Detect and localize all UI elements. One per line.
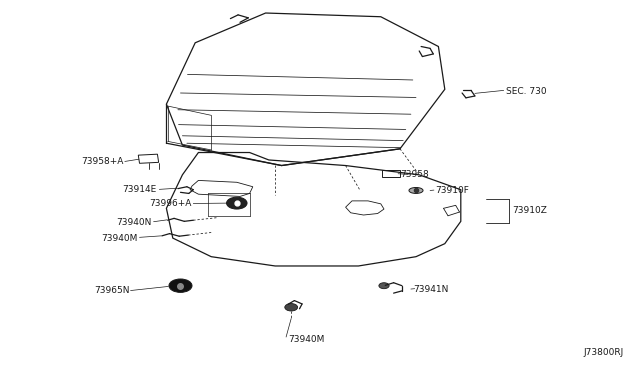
- Text: 73914E: 73914E: [122, 185, 157, 194]
- Text: 73940N: 73940N: [116, 218, 152, 227]
- Circle shape: [379, 283, 389, 289]
- Text: 73958: 73958: [400, 170, 429, 179]
- Text: 73940M: 73940M: [101, 234, 138, 243]
- Ellipse shape: [409, 187, 423, 193]
- Text: 73996+A: 73996+A: [150, 199, 192, 208]
- Text: 73958+A: 73958+A: [81, 157, 124, 166]
- Text: 73965N: 73965N: [94, 286, 129, 295]
- Text: 73941N: 73941N: [413, 285, 448, 294]
- Text: 73910Z: 73910Z: [512, 206, 547, 215]
- Text: 73940M: 73940M: [288, 335, 324, 344]
- Bar: [138, 154, 159, 163]
- Bar: [382, 170, 400, 177]
- Circle shape: [169, 279, 192, 292]
- Circle shape: [227, 197, 247, 209]
- Text: SEC. 730: SEC. 730: [506, 87, 546, 96]
- Text: 73910F: 73910F: [435, 186, 469, 195]
- Circle shape: [285, 304, 298, 311]
- Text: J73800RJ: J73800RJ: [584, 348, 624, 357]
